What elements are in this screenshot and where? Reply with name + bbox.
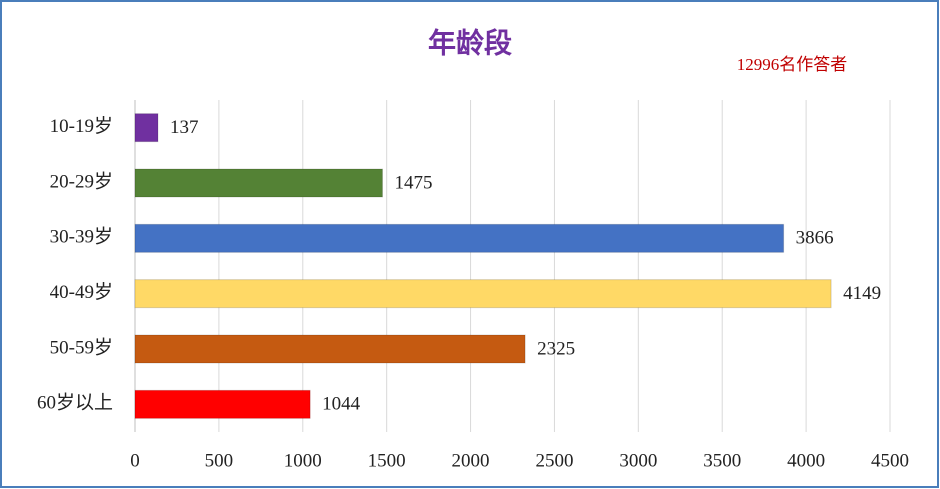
y-tick-label: 20-29岁 (50, 170, 113, 192)
value-label: 2325 (537, 338, 575, 359)
bar (134, 279, 832, 309)
x-tick-label: 500 (205, 450, 234, 471)
chart-title: 年龄段 (428, 26, 512, 59)
bar (134, 113, 159, 143)
y-tick-label: 30-39岁 (50, 226, 113, 248)
bar (134, 389, 311, 419)
y-tick-label: 40-49岁 (50, 281, 113, 303)
x-tick-label: 2000 (452, 450, 490, 471)
y-tick-label: 50-59岁 (50, 336, 113, 358)
x-tick-label: 0 (130, 450, 140, 471)
x-tick-label: 4500 (871, 450, 909, 471)
bar (134, 168, 383, 198)
x-tick-label: 3500 (703, 450, 741, 471)
value-label: 1475 (394, 172, 432, 193)
bar (134, 334, 526, 364)
y-tick-label: 10-19岁 (50, 115, 113, 137)
value-label: 1044 (322, 394, 361, 415)
annotation: 12996名作答者 (737, 55, 848, 74)
x-tick-label: 2500 (535, 450, 573, 471)
x-tick-label: 4000 (787, 450, 825, 471)
x-tick-label: 1500 (368, 450, 406, 471)
x-tick-label: 1000 (284, 450, 322, 471)
bar (134, 223, 785, 253)
y-tick-label: 60岁以上 (37, 392, 113, 414)
x-tick-label: 3000 (619, 450, 657, 471)
value-label: 137 (170, 117, 199, 138)
value-label: 4149 (843, 283, 881, 304)
value-label: 3866 (796, 228, 834, 249)
